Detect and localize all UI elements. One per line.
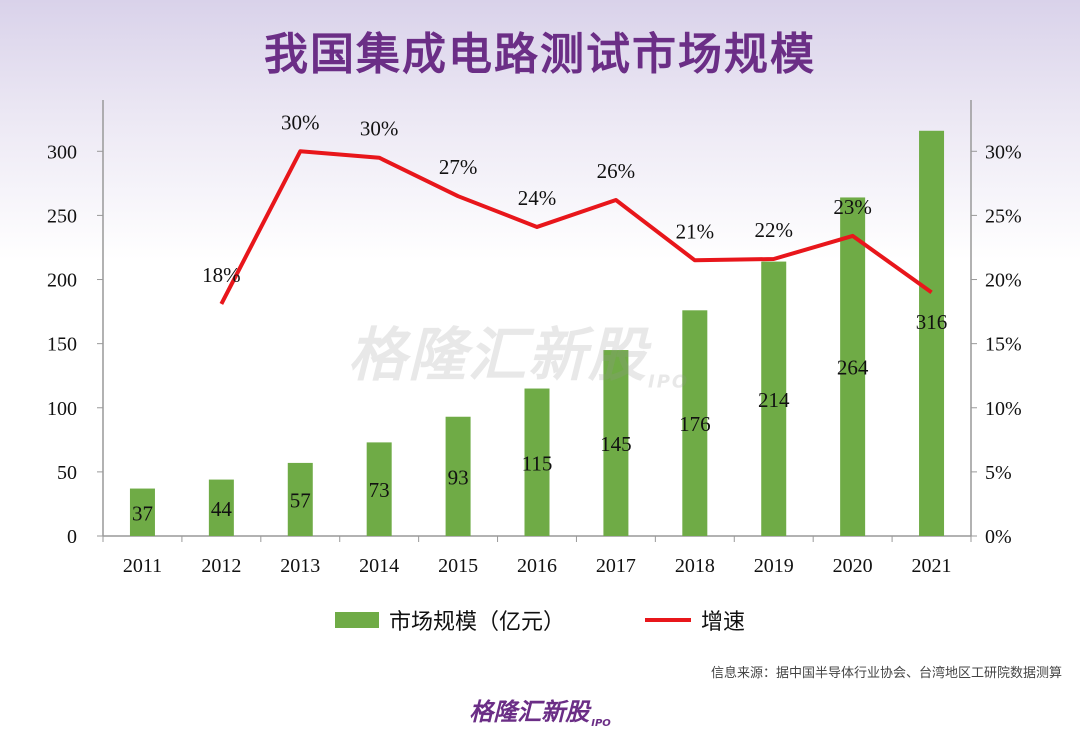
legend-item-line: 增速 bbox=[645, 604, 745, 636]
right-tick-label: 15% bbox=[985, 334, 1022, 356]
bar-value-label: 214 bbox=[758, 388, 790, 412]
bar-value-label: 176 bbox=[679, 412, 711, 436]
logo-suffix: IPO bbox=[591, 717, 611, 729]
line-value-label: 21% bbox=[676, 219, 715, 243]
left-tick-label: 100 bbox=[47, 398, 77, 420]
bar bbox=[445, 416, 471, 536]
brand-logo: 格隆汇新股 IPO bbox=[0, 692, 1080, 729]
bar-value-label: 145 bbox=[600, 432, 632, 456]
bar bbox=[208, 479, 234, 536]
x-tick-label: 2016 bbox=[517, 555, 557, 577]
x-tick-label: 2014 bbox=[359, 555, 399, 577]
right-tick-label: 25% bbox=[985, 205, 1022, 227]
watermark: 格隆汇新股IPO bbox=[348, 308, 689, 393]
logo-text: 格隆汇新股 bbox=[469, 698, 590, 726]
bar-value-label: 37 bbox=[132, 501, 153, 525]
line-value-label: 26% bbox=[597, 159, 636, 183]
x-tick-label: 2015 bbox=[438, 555, 478, 577]
page-title: 我国集成电路测试市场规模 bbox=[264, 29, 816, 80]
left-tick-label: 250 bbox=[47, 205, 77, 227]
line-value-label: 24% bbox=[518, 186, 557, 210]
x-tick-label: 2018 bbox=[675, 555, 715, 577]
line-value-label: 22% bbox=[754, 218, 793, 242]
x-tick-label: 2011 bbox=[123, 555, 162, 577]
x-tick-label: 2012 bbox=[201, 555, 241, 577]
watermark-suffix: IPO bbox=[648, 371, 690, 393]
x-tick-label: 2013 bbox=[280, 555, 320, 577]
x-tick-label: 2021 bbox=[912, 555, 952, 577]
line-value-label: 23% bbox=[833, 195, 872, 219]
bar bbox=[603, 350, 629, 536]
bar bbox=[366, 442, 392, 536]
legend-bar-label: 市场规模（亿元） bbox=[388, 610, 565, 635]
watermark-text: 格隆汇新股 bbox=[348, 321, 649, 389]
right-tick-label: 5% bbox=[985, 462, 1012, 484]
bar bbox=[524, 388, 550, 536]
bar bbox=[129, 488, 155, 536]
bar bbox=[919, 130, 945, 536]
chart: 0 50 100 150 200 250 300 0% 5% 10% 15% 20% 25% 30% 201… bbox=[47, 100, 1022, 577]
bar-value-label: 264 bbox=[837, 356, 869, 380]
bar-value-label: 57 bbox=[290, 488, 311, 512]
line-value-label: 18% bbox=[202, 263, 241, 287]
legend-line-swatch bbox=[645, 618, 691, 622]
bar bbox=[840, 197, 866, 537]
bar-value-label: 115 bbox=[522, 451, 553, 475]
bar bbox=[682, 310, 708, 536]
source-note: 信息来源：据中国半导体行业协会、台湾地区工研院数据测算 bbox=[710, 666, 1062, 681]
x-tick-label: 2019 bbox=[754, 555, 794, 577]
legend: 市场规模（亿元） 增速 bbox=[0, 604, 1080, 636]
left-tick-label: 200 bbox=[47, 270, 77, 292]
left-tick-label: 0 bbox=[67, 526, 77, 548]
legend-line-label: 增速 bbox=[701, 610, 746, 635]
line-value-label: 30% bbox=[360, 117, 399, 141]
legend-bar-swatch bbox=[334, 612, 379, 628]
left-tick-label: 150 bbox=[47, 334, 77, 356]
right-tick-label: 0% bbox=[985, 526, 1012, 548]
legend-item-bar: 市场规模（亿元） bbox=[334, 604, 565, 636]
growth-line bbox=[219, 149, 933, 305]
line-value-label: 30% bbox=[281, 110, 320, 134]
bar bbox=[761, 261, 787, 536]
left-tick-label: 50 bbox=[57, 462, 77, 484]
bar-value-label: 73 bbox=[369, 478, 390, 502]
x-tick-label: 2020 bbox=[833, 555, 873, 577]
header-background bbox=[0, 0, 1080, 260]
x-tick-label: 2017 bbox=[596, 555, 636, 577]
bar-value-label: 44 bbox=[211, 497, 233, 521]
bar-value-label: 93 bbox=[448, 465, 469, 489]
right-tick-label: 20% bbox=[985, 270, 1022, 292]
right-tick-label: 10% bbox=[985, 398, 1022, 420]
line-value-label: 27% bbox=[439, 155, 478, 179]
bar-value-label: 316 bbox=[916, 310, 948, 334]
bar bbox=[287, 462, 313, 536]
left-tick-label: 300 bbox=[47, 141, 77, 163]
right-tick-label: 30% bbox=[985, 141, 1022, 163]
